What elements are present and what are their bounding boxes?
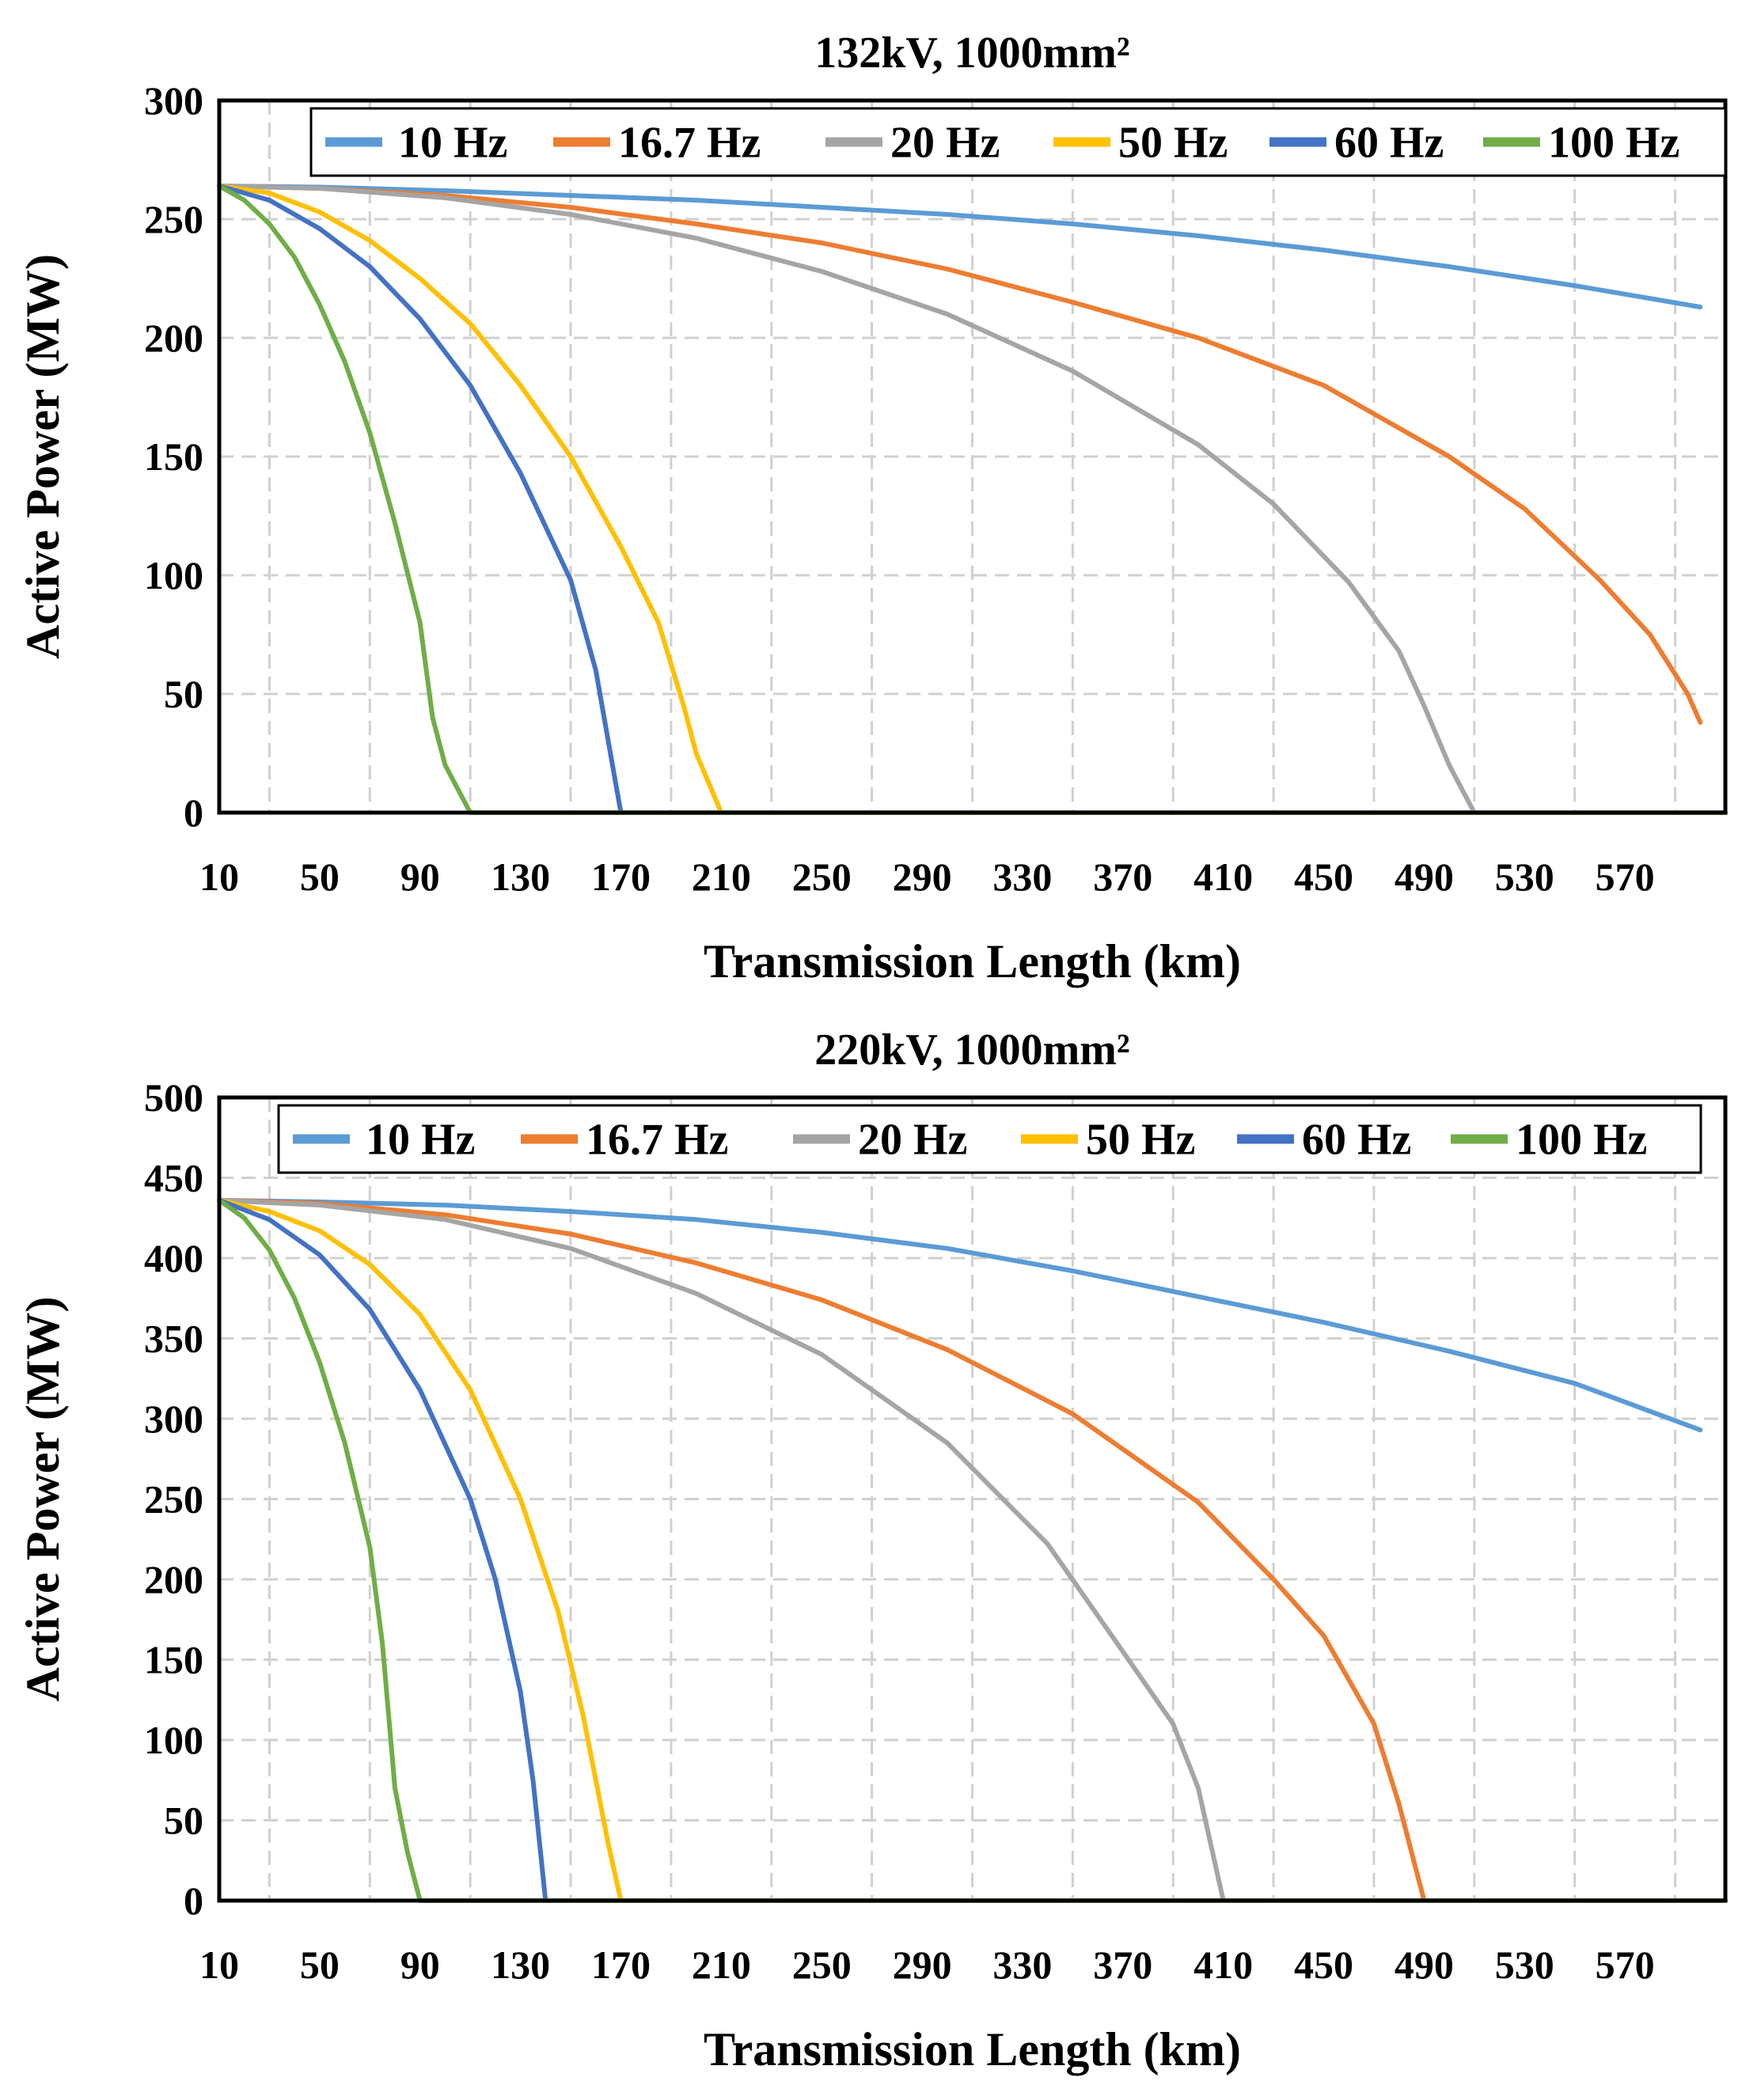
chart-title: 220kV, 1000mm² [814,1025,1129,1075]
x-axis-title: Transmission Length (km) [704,2023,1241,2075]
legend: 10 Hz 16.7 Hz 20 Hz 50 Hz 60 Hz 100 Hz [309,107,1727,177]
x-tick-label: 370 [1093,1943,1152,1987]
series-line-50-hz [217,1197,1728,1903]
y-tick-label: 50 [164,1799,203,1843]
x-tick-label: 490 [1395,1943,1454,1987]
y-tick-label: 400 [144,1236,203,1280]
x-tick-label: 90 [400,1943,440,1987]
y-tick-label: 500 [144,1075,203,1120]
x-tick-label: 170 [591,1943,651,1987]
y-tick-label: 250 [144,1477,203,1522]
legend-label: 20 Hz [890,119,1000,168]
x-tick-label: 210 [692,1943,751,1987]
x-tick-label: 570 [1596,1943,1655,1987]
series-line-60-hz [217,1197,1728,1903]
x-tick-label: 290 [893,1943,952,1987]
x-tick-label: 490 [1395,855,1454,899]
plot-border [217,98,1728,815]
x-tick-label: 330 [992,1943,1052,1987]
series-line-50-hz [217,184,1728,815]
series-line-16-7-hz [217,184,1703,725]
legend-label: 10 Hz [366,1116,475,1165]
series-line-20-hz [217,1197,1728,1903]
series-line-100-hz [217,1197,1728,1903]
y-tick-label: 100 [144,1718,203,1762]
y-tick-label: 0 [184,790,203,835]
legend-label: 16.7 Hz [586,1116,728,1165]
plot-border [217,1095,1728,1903]
x-tick-label: 90 [400,855,440,899]
x-tick-label: 290 [893,855,952,899]
legend-label: 50 Hz [1086,1116,1195,1165]
x-tick-label: 330 [992,855,1052,899]
x-tick-label: 130 [491,1943,550,1987]
legend: 10 Hz 16.7 Hz 20 Hz 50 Hz 60 Hz 100 Hz [277,1104,1702,1174]
y-tick-label: 250 [144,197,203,241]
y-tick-label: 200 [144,316,203,360]
y-tick-label: 450 [144,1156,203,1200]
series-line-10-hz [217,184,1703,309]
y-tick-label: 300 [144,78,203,123]
x-tick-label: 50 [300,855,340,899]
x-tick-label: 10 [199,855,239,899]
y-tick-label: 150 [144,1638,203,1682]
y-tick-label: 150 [144,434,203,479]
y-tick-label: 300 [144,1397,203,1441]
legend-label: 50 Hz [1118,119,1228,168]
legend-label: 100 Hz [1516,1116,1647,1165]
x-tick-label: 250 [792,855,852,899]
x-tick-label: 410 [1193,1943,1253,1987]
chart-title: 132kV, 1000mm² [814,28,1129,78]
x-tick-label: 530 [1495,855,1554,899]
y-tick-label: 0 [184,1878,203,1923]
series-line-10-hz [217,1197,1703,1433]
x-tick-label: 530 [1495,1943,1554,1987]
x-tick-label: 370 [1093,855,1152,899]
x-tick-label: 170 [591,855,651,899]
y-tick-label: 350 [144,1317,203,1361]
y-axis-title: Active Power (MW) [17,254,69,659]
y-tick-label: 100 [144,553,203,597]
legend-label: 60 Hz [1334,119,1444,168]
x-tick-label: 450 [1294,855,1353,899]
series-line-20-hz [217,184,1728,815]
x-tick-label: 10 [199,1943,239,1987]
y-tick-label: 50 [164,672,203,716]
series-line-60-hz [217,184,1728,815]
legend-label: 60 Hz [1302,1116,1411,1165]
chart-220kv: 0 50 100 150 200 250 300 350 400 450 500 10 50 90 130 1… [17,1025,1728,2075]
y-tick-label: 200 [144,1557,203,1602]
x-tick-label: 410 [1193,855,1253,899]
series-line-100-hz [217,184,1728,815]
x-tick-label: 130 [491,855,550,899]
x-tick-label: 450 [1294,1943,1353,1987]
x-tick-label: 250 [792,1943,852,1987]
x-tick-label: 50 [300,1943,340,1987]
series-line-16-7-hz [217,1197,1728,1903]
legend-label: 20 Hz [858,1116,967,1165]
chart-132kv: 0 50 100 150 200 250 300 10 50 90 130 170 210 250 290 3… [17,28,1728,987]
legend-label: 16.7 Hz [618,119,761,168]
legend-label: 100 Hz [1548,119,1679,168]
legend-label: 10 Hz [398,119,507,168]
y-axis-title: Active Power (MW) [17,1297,69,1702]
x-tick-label: 570 [1596,855,1655,899]
x-axis-title: Transmission Length (km) [704,935,1241,987]
x-tick-label: 210 [692,855,751,899]
